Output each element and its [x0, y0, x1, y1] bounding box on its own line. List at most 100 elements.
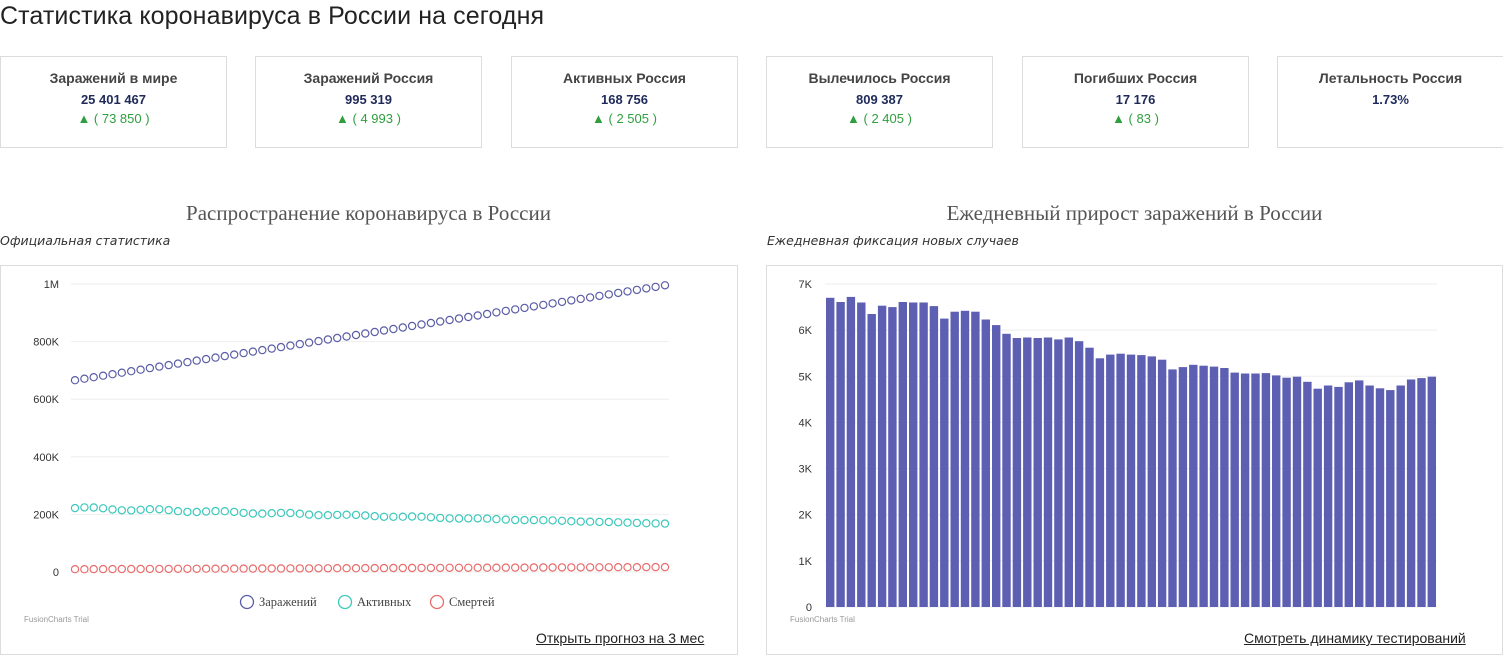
data-point-active [201, 507, 211, 516]
data-point-infected [126, 366, 136, 376]
stat-card-russia-recovered: Вылечилось Россия 809 387 ▲ ( 2 405 ) [766, 56, 993, 148]
bar [919, 302, 928, 607]
data-point-active [117, 506, 127, 515]
data-point-infected [576, 294, 585, 304]
data-point-deaths [482, 563, 492, 572]
stat-value: 995 319 [345, 92, 392, 107]
data-point-deaths [192, 564, 201, 573]
data-point-active [192, 507, 201, 517]
bar [877, 305, 887, 607]
data-point-infected [436, 317, 445, 326]
stat-label: Заражений Россия [303, 70, 434, 86]
data-point-active [379, 512, 389, 521]
y-tick-label: 200K [33, 509, 59, 521]
data-point-infected [389, 324, 398, 334]
stat-delta: ▲ ( 83 ) [1112, 111, 1159, 126]
legend-label-infected: Заражений [259, 595, 317, 609]
bar [1220, 368, 1229, 607]
data-point-infected [164, 360, 173, 370]
bar [1365, 385, 1374, 607]
bar [1272, 375, 1281, 607]
data-point-active [258, 509, 267, 518]
data-point-deaths [136, 564, 145, 574]
data-point-active [529, 515, 539, 525]
data-point-deaths [436, 563, 445, 573]
bar [1230, 372, 1239, 607]
data-point-deaths [286, 564, 295, 573]
y-tick-label: 4K [799, 417, 813, 429]
stat-delta: ▲ ( 73 850 ) [77, 111, 150, 126]
stat-label: Заражений в мире [49, 70, 178, 86]
data-point-active [98, 504, 108, 513]
data-point-deaths [361, 563, 370, 573]
data-point-infected [201, 354, 211, 364]
bar [1406, 379, 1416, 607]
data-point-deaths [623, 563, 632, 572]
y-tick-label: 800K [33, 337, 59, 349]
data-point-deaths [304, 564, 314, 573]
data-point-active [473, 514, 482, 523]
stat-label: Погибших Россия [1073, 70, 1198, 86]
bar [1292, 376, 1302, 607]
data-point-deaths [351, 564, 361, 573]
data-point-active [145, 504, 155, 514]
stat-card-russia-infected: Заражений Россия 995 319 ▲ ( 4 993 ) [255, 56, 482, 148]
stat-label: Активных Россия [563, 70, 686, 86]
data-point-active [539, 515, 548, 525]
data-point-deaths [239, 564, 248, 573]
data-point-infected [229, 350, 239, 359]
bar [1189, 364, 1198, 608]
testing-dynamics-link[interactable]: Смотреть динамику тестирований [1244, 630, 1466, 646]
data-point-active [173, 506, 183, 516]
data-point-active [351, 510, 361, 520]
stat-value: 809 387 [856, 92, 903, 107]
data-point-infected [342, 332, 351, 341]
data-point-active [239, 508, 248, 518]
data-point-deaths [501, 563, 510, 572]
data-point-deaths [155, 564, 164, 574]
data-point-deaths [173, 564, 183, 573]
bar [1303, 381, 1312, 607]
y-tick-label: 6K [799, 325, 813, 337]
data-point-infected [173, 359, 183, 368]
data-point-infected [642, 284, 651, 293]
data-point-deaths [604, 563, 614, 572]
data-point-deaths [211, 564, 220, 573]
data-point-infected [585, 293, 595, 302]
y-tick-label: 0 [806, 602, 812, 614]
bar [929, 306, 939, 607]
data-point-active [89, 503, 98, 512]
bar [1137, 355, 1146, 607]
data-point-deaths [201, 564, 211, 573]
legend-marker-deaths [429, 594, 445, 610]
data-point-deaths [464, 563, 473, 572]
legend-label-deaths: Смертей [449, 595, 495, 609]
y-tick-label: 2K [799, 510, 813, 522]
bar [1334, 386, 1343, 607]
data-point-infected [267, 344, 276, 353]
data-point-infected [70, 375, 80, 385]
data-point-deaths [220, 564, 229, 573]
forecast-link[interactable]: Открыть прогноз на 3 мес [536, 630, 705, 646]
data-point-active [323, 510, 333, 520]
data-point-infected [417, 320, 426, 329]
data-point-active [314, 510, 323, 520]
data-point-active [267, 508, 276, 518]
stat-value: 168 756 [601, 92, 648, 107]
data-point-active [576, 517, 585, 526]
data-point-active [370, 511, 379, 521]
bar [1085, 347, 1094, 607]
data-point-infected [192, 356, 201, 365]
data-point-infected [117, 368, 127, 377]
data-point-infected [351, 330, 361, 340]
bar [1344, 382, 1353, 607]
data-point-active [286, 508, 295, 518]
data-point-infected [220, 351, 229, 361]
bar [1126, 354, 1136, 607]
data-point-infected [80, 374, 89, 383]
data-point-active [342, 510, 351, 519]
data-point-active [548, 516, 557, 525]
data-point-infected [454, 314, 464, 323]
data-point-deaths [164, 564, 173, 574]
data-point-deaths [539, 563, 548, 572]
